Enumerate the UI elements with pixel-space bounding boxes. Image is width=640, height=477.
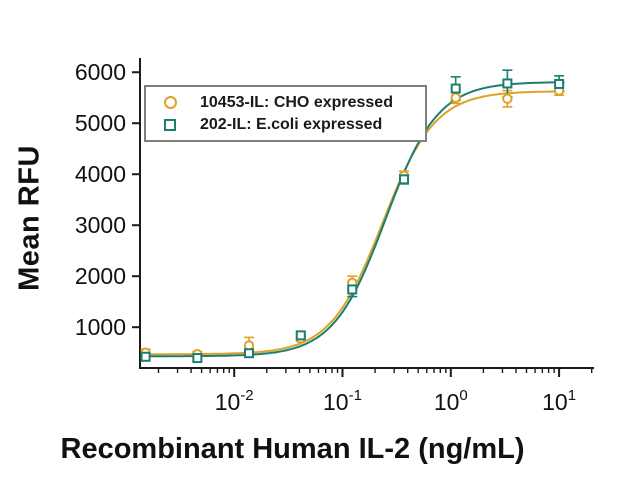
y-axis-title: Mean RFU [13,145,46,291]
legend-item-cho: 10453-IL: CHO expressed [162,94,425,112]
data-point-circle [502,93,513,104]
y-tick-label: 5000 [75,110,126,136]
data-point-square [347,284,358,295]
data-point-square [140,351,151,362]
y-tick-label: 4000 [75,161,126,187]
data-point-square [554,78,565,89]
data-point-square [502,78,513,89]
data-point-square [243,348,254,359]
x-axis-title: Recombinant Human IL-2 (ng/mL) [60,433,525,465]
square-marker-icon [164,118,176,131]
circle-marker-icon [163,96,177,109]
legend-item-label: 202-IL: E.coli expressed [200,115,383,133]
y-tick-label: 3000 [75,212,126,238]
data-point-square [192,353,203,364]
x-tick-label: 101 [542,387,576,415]
data-point-square [295,330,306,341]
y-tick-label: 2000 [75,263,126,289]
legend-item-ecoli: 202-IL: E.coli expressed [162,116,425,134]
data-point-square [399,174,410,185]
legend: 10453-IL: CHO expressed 202-IL: E.coli e… [144,85,427,142]
legend-item-label: 10453-IL: CHO expressed [200,93,393,111]
y-tick-label: 1000 [75,314,126,340]
y-tick-label: 6000 [75,59,126,85]
x-tick-label: 10-2 [215,387,254,415]
data-point-square [450,83,461,94]
legend-marker-cell [162,96,178,109]
legend-marker-cell [162,118,178,131]
x-tick-label: 10-1 [323,387,362,415]
data-point-circle [450,92,461,103]
x-tick-label: 100 [434,387,468,415]
